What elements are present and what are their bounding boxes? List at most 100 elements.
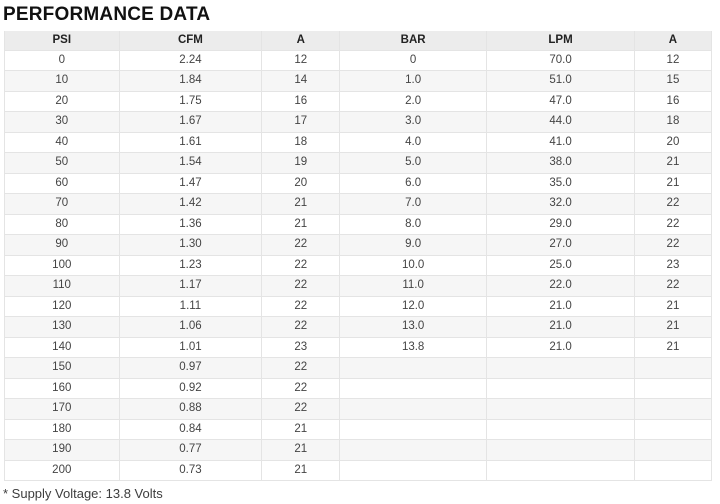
performance-table: PSI CFM A BAR LPM A 0 2.24 12 0 70.0 12 10 1.84 14 1.0…: [4, 31, 713, 481]
cell: [486, 357, 635, 379]
cell: 0.97: [118, 357, 263, 379]
cell: 22: [261, 254, 341, 276]
cell: 7.0: [339, 193, 488, 215]
cell: [633, 459, 713, 481]
cell: 22: [261, 316, 341, 338]
cell: 6.0: [339, 172, 488, 194]
cell: 21.0: [486, 336, 635, 358]
cell: [339, 377, 488, 399]
cell: 16: [261, 90, 341, 112]
cell: 38.0: [486, 152, 635, 174]
cell: 29.0: [486, 213, 635, 235]
cell: 22: [633, 275, 713, 297]
cell: 14: [261, 70, 341, 92]
cell: 25.0: [486, 254, 635, 276]
cell: [339, 439, 488, 461]
cell: [486, 377, 635, 399]
cell: 21: [633, 172, 713, 194]
table-row: 190 0.77 21: [4, 439, 713, 461]
cell: 90: [4, 234, 120, 256]
table-body: 0 2.24 12 0 70.0 12 10 1.84 14 1.0 51.0 15 20 1.75 16 2…: [4, 49, 713, 481]
cell: 140: [4, 336, 120, 358]
table-row: 100 1.23 22 10.0 25.0 23: [4, 254, 713, 276]
cell: 1.36: [118, 213, 263, 235]
cell: [633, 398, 713, 420]
table-row: 10 1.84 14 1.0 51.0 15: [4, 70, 713, 92]
cell: 1.17: [118, 275, 263, 297]
cell: 130: [4, 316, 120, 338]
cell: 20: [633, 131, 713, 153]
cell: 50: [4, 152, 120, 174]
cell: 0.73: [118, 459, 263, 481]
table-row: 180 0.84 21: [4, 418, 713, 440]
cell: 70: [4, 193, 120, 215]
cell: 10: [4, 70, 120, 92]
table-row: 90 1.30 22 9.0 27.0 22: [4, 234, 713, 256]
cell: 21: [261, 213, 341, 235]
cell: 100: [4, 254, 120, 276]
table-row: 160 0.92 22: [4, 377, 713, 399]
cell: [339, 357, 488, 379]
cell: 1.11: [118, 295, 263, 317]
cell: 1.61: [118, 131, 263, 153]
cell: 21: [633, 152, 713, 174]
cell: 22: [261, 234, 341, 256]
cell: 110: [4, 275, 120, 297]
cell: 21: [261, 193, 341, 215]
cell: 1.06: [118, 316, 263, 338]
cell: 40: [4, 131, 120, 153]
cell: 19: [261, 152, 341, 174]
cell: 1.54: [118, 152, 263, 174]
table-row: 50 1.54 19 5.0 38.0 21: [4, 152, 713, 174]
cell: 9.0: [339, 234, 488, 256]
cell: 27.0: [486, 234, 635, 256]
cell: 3.0: [339, 111, 488, 133]
column-header: CFM: [118, 31, 263, 51]
cell: 21: [261, 439, 341, 461]
cell: 1.75: [118, 90, 263, 112]
cell: 200: [4, 459, 120, 481]
cell: 12: [633, 49, 713, 71]
cell: [486, 418, 635, 440]
cell: 1.84: [118, 70, 263, 92]
cell: [486, 398, 635, 420]
cell: 120: [4, 295, 120, 317]
cell: 170: [4, 398, 120, 420]
header-row: PSI CFM A BAR LPM A: [4, 31, 713, 51]
cell: 1.30: [118, 234, 263, 256]
cell: 0.77: [118, 439, 263, 461]
cell: 18: [261, 131, 341, 153]
cell: 11.0: [339, 275, 488, 297]
cell: [633, 418, 713, 440]
cell: [486, 459, 635, 481]
cell: 21: [633, 336, 713, 358]
cell: 18: [633, 111, 713, 133]
cell: 22: [261, 275, 341, 297]
cell: 13.0: [339, 316, 488, 338]
cell: 0: [4, 49, 120, 71]
table-row: 70 1.42 21 7.0 32.0 22: [4, 193, 713, 215]
cell: 20: [261, 172, 341, 194]
cell: 4.0: [339, 131, 488, 153]
cell: 22: [261, 398, 341, 420]
cell: 70.0: [486, 49, 635, 71]
supply-voltage-footnote: * Supply Voltage: 13.8 Volts: [3, 486, 163, 501]
cell: 16: [633, 90, 713, 112]
cell: 1.42: [118, 193, 263, 215]
cell: 47.0: [486, 90, 635, 112]
table-row: 0 2.24 12 0 70.0 12: [4, 49, 713, 71]
cell: 30: [4, 111, 120, 133]
cell: 35.0: [486, 172, 635, 194]
cell: [339, 418, 488, 440]
table-header: PSI CFM A BAR LPM A: [4, 31, 713, 51]
cell: 160: [4, 377, 120, 399]
cell: 180: [4, 418, 120, 440]
cell: 13.8: [339, 336, 488, 358]
table-row: 150 0.97 22: [4, 357, 713, 379]
cell: 1.01: [118, 336, 263, 358]
cell: 1.47: [118, 172, 263, 194]
cell: 22: [261, 357, 341, 379]
cell: 12: [261, 49, 341, 71]
table-row: 110 1.17 22 11.0 22.0 22: [4, 275, 713, 297]
cell: 22: [633, 234, 713, 256]
